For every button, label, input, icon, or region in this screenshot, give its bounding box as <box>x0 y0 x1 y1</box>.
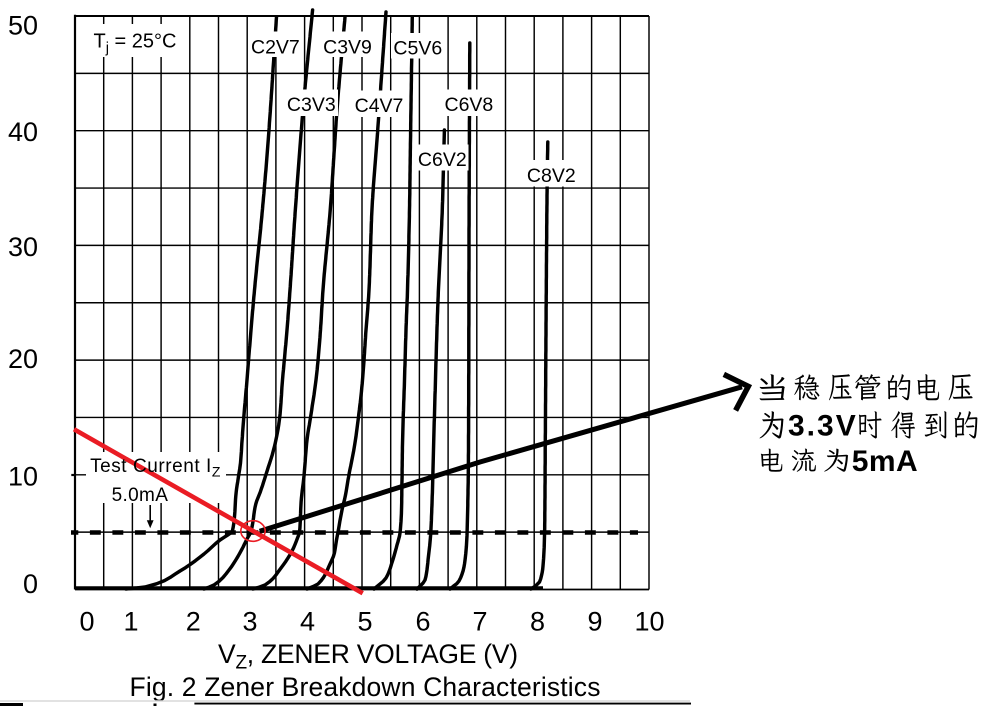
svg-text:Tj = 25°C: Tj = 25°C <box>94 31 177 57</box>
svg-text:9: 9 <box>587 607 602 637</box>
svg-text:4: 4 <box>300 607 315 637</box>
svg-text:8: 8 <box>530 607 545 637</box>
svg-text:5.0mA: 5.0mA <box>112 485 169 506</box>
svg-text:3.3V: 3.3V <box>788 410 858 443</box>
svg-text:2: 2 <box>186 607 201 637</box>
svg-text:C5V6: C5V6 <box>393 38 442 60</box>
svg-text:50: 50 <box>8 11 38 41</box>
svg-text:20: 20 <box>8 344 38 374</box>
svg-text:C6V8: C6V8 <box>445 94 494 116</box>
svg-text:5: 5 <box>357 607 372 637</box>
svg-text:C2V7: C2V7 <box>251 36 300 58</box>
svg-text:VZ, ZENER VOLTAGE (V): VZ, ZENER VOLTAGE (V) <box>218 639 518 674</box>
svg-text:0: 0 <box>23 569 38 599</box>
svg-text:C6V2: C6V2 <box>418 149 467 171</box>
svg-text:C3V3: C3V3 <box>287 94 336 116</box>
svg-text:30: 30 <box>8 232 38 262</box>
svg-text:Test Current IZ: Test Current IZ <box>90 456 221 480</box>
svg-text:C3V9: C3V9 <box>323 36 372 58</box>
svg-text:7: 7 <box>472 607 487 637</box>
svg-text:0: 0 <box>79 607 94 637</box>
svg-text:6: 6 <box>415 607 430 637</box>
svg-text:C8V2: C8V2 <box>527 165 576 187</box>
svg-text:10: 10 <box>634 607 664 637</box>
svg-text:5mA: 5mA <box>852 445 919 478</box>
svg-text:10: 10 <box>8 462 38 492</box>
svg-text:1: 1 <box>123 607 138 637</box>
svg-text:40: 40 <box>8 117 38 147</box>
svg-text:3: 3 <box>242 607 257 637</box>
svg-text:Fig. 2 Zener Breakdown Charac: Fig. 2 Zener Breakdown Characteristics <box>130 672 601 702</box>
svg-text:C4V7: C4V7 <box>355 95 404 117</box>
